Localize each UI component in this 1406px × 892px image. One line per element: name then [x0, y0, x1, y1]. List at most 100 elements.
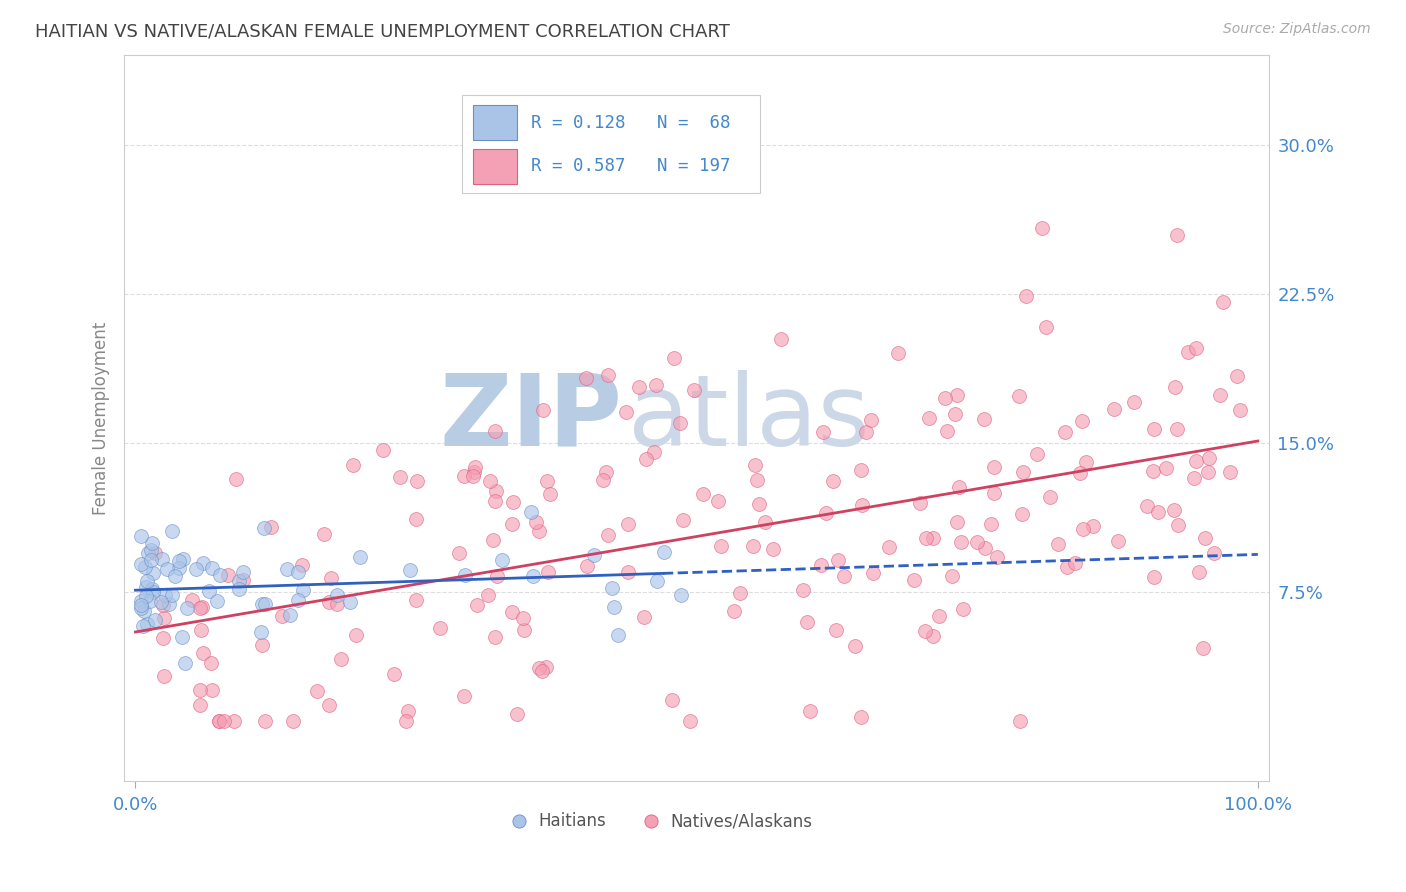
Point	[339, 595, 361, 609]
Point	[582, 548, 605, 562]
Point	[1071, 522, 1094, 536]
Point	[395, 714, 418, 729]
Point	[827, 553, 849, 567]
Point	[344, 628, 367, 642]
Point	[373, 443, 395, 458]
Point	[887, 345, 910, 359]
Point	[141, 535, 163, 549]
Point	[160, 588, 183, 602]
Point	[153, 589, 176, 603]
Point	[513, 623, 536, 637]
Point	[810, 558, 832, 572]
Point	[761, 542, 783, 557]
Point	[520, 505, 543, 519]
Point	[928, 608, 950, 623]
Point	[616, 566, 638, 580]
Point	[851, 498, 873, 512]
Point	[485, 483, 508, 498]
Point	[481, 533, 503, 548]
Point	[983, 459, 1005, 474]
Point	[824, 624, 846, 638]
FancyBboxPatch shape	[463, 95, 759, 193]
Text: Haitians: Haitians	[538, 812, 606, 830]
Point	[188, 600, 211, 615]
Point	[484, 424, 506, 438]
Point	[948, 480, 970, 494]
Point	[974, 541, 997, 556]
Point	[1194, 531, 1216, 545]
Point	[526, 515, 548, 529]
Point	[486, 569, 509, 583]
Point	[813, 425, 835, 439]
Point	[792, 582, 814, 597]
Point	[150, 595, 173, 609]
Y-axis label: Female Unemployment: Female Unemployment	[93, 321, 110, 515]
Point	[228, 574, 250, 589]
Point	[143, 547, 166, 561]
Point	[314, 527, 336, 541]
Point	[1143, 570, 1166, 584]
Point	[134, 560, 156, 574]
Point	[208, 714, 231, 729]
Point	[643, 445, 665, 459]
Point	[463, 469, 485, 483]
Point	[153, 669, 176, 683]
Point	[278, 608, 301, 623]
Point	[190, 623, 212, 637]
Point	[326, 588, 349, 602]
Point	[600, 581, 623, 595]
Point	[922, 629, 945, 643]
Point	[129, 529, 152, 543]
Point	[1147, 505, 1170, 519]
Point	[596, 368, 619, 383]
Point	[617, 516, 640, 531]
Point	[209, 567, 232, 582]
Point	[512, 844, 534, 858]
Point	[741, 539, 763, 553]
Point	[1163, 503, 1185, 517]
Point	[167, 561, 190, 575]
Point	[1212, 294, 1234, 309]
Text: R = 0.128   N =  68: R = 0.128 N = 68	[530, 113, 730, 132]
Point	[633, 609, 655, 624]
Point	[537, 566, 560, 580]
Point	[966, 535, 988, 549]
Point	[396, 704, 419, 718]
Point	[1197, 465, 1219, 479]
Point	[849, 463, 872, 477]
Point	[728, 586, 751, 600]
Point	[406, 474, 429, 488]
Point	[745, 473, 768, 487]
Point	[281, 714, 304, 729]
Point	[252, 521, 274, 535]
Point	[692, 487, 714, 501]
Point	[152, 551, 174, 566]
Point	[186, 562, 208, 576]
Point	[200, 656, 222, 670]
Point	[260, 520, 283, 534]
Point	[191, 646, 214, 660]
Point	[748, 497, 770, 511]
Point	[174, 656, 197, 670]
Text: R = 0.587   N = 197: R = 0.587 N = 197	[530, 157, 730, 175]
Point	[484, 494, 506, 508]
Point	[1008, 389, 1031, 403]
Point	[652, 545, 675, 559]
Point	[723, 604, 745, 618]
Point	[1136, 499, 1159, 513]
Point	[1015, 288, 1038, 302]
Point	[225, 472, 247, 486]
Point	[1107, 533, 1129, 548]
Point	[1204, 546, 1226, 560]
Point	[592, 473, 614, 487]
Point	[946, 515, 969, 529]
Point	[952, 602, 974, 616]
Point	[250, 638, 273, 652]
Point	[188, 683, 211, 698]
Point	[405, 512, 427, 526]
Point	[529, 524, 551, 538]
Point	[165, 569, 187, 583]
Point	[922, 532, 945, 546]
Point	[595, 465, 617, 479]
Point	[1166, 228, 1188, 243]
